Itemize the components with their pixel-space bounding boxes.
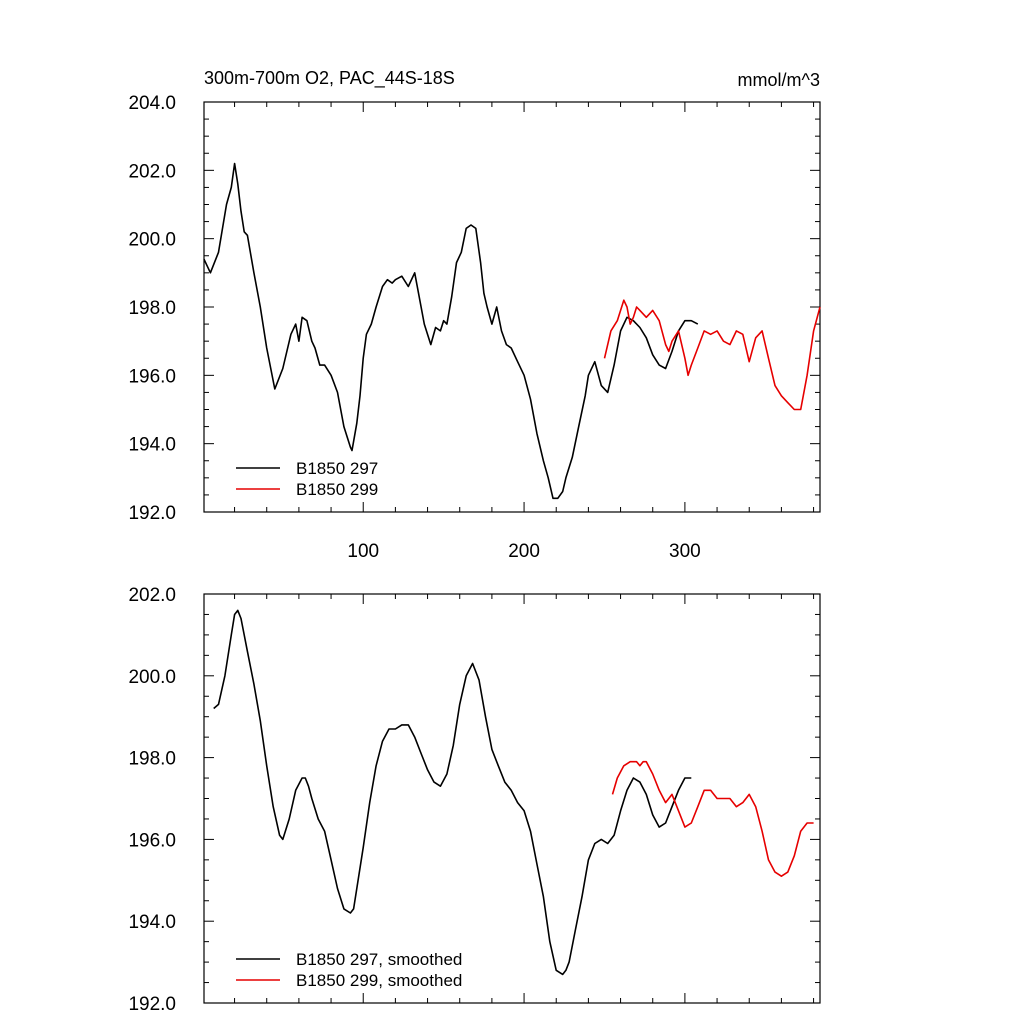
top-y-tick-label: 198.0 bbox=[128, 298, 176, 319]
units-label: mmol/m^3 bbox=[738, 70, 820, 90]
top-x-tick-label: 300 bbox=[669, 541, 701, 562]
top-x-tick-label: 200 bbox=[508, 541, 540, 562]
bottom-y-tick-label: 202.0 bbox=[128, 585, 176, 606]
bottom-y-tick-label: 192.0 bbox=[128, 994, 176, 1015]
top-y-tick-label: 196.0 bbox=[128, 366, 176, 387]
top-y-tick-label: 192.0 bbox=[128, 503, 176, 524]
bottom-y-tick-label: 200.0 bbox=[128, 667, 176, 688]
bottom-y-tick-label: 198.0 bbox=[128, 749, 176, 770]
top-panel-title: 300m-700m O2, PAC_44S-18S bbox=[204, 68, 455, 89]
bottom-y-tick-label: 196.0 bbox=[128, 830, 176, 851]
top-y-tick-label: 194.0 bbox=[128, 435, 176, 456]
top-series-line-1 bbox=[203, 162, 699, 500]
top-x-tick-label: 100 bbox=[347, 541, 379, 562]
top-legend-label-2: B1850 299 bbox=[296, 480, 378, 499]
top-y-tick-label: 200.0 bbox=[128, 230, 176, 251]
bottom-legend-label-2: B1850 299, smoothed bbox=[296, 971, 462, 990]
top-plot-frame bbox=[203, 101, 821, 513]
bottom-y-tick-label: 194.0 bbox=[128, 912, 176, 933]
bottom-panel: 192.0 194.0 196.0 198.0 200.0 202.0 B1850 297,… bbox=[128, 585, 821, 1015]
top-y-tick-label: 202.0 bbox=[128, 161, 176, 182]
top-legend-label-1: B1850 297 bbox=[296, 459, 378, 478]
bottom-series-line-2 bbox=[611, 760, 814, 878]
bottom-legend-label-1: B1850 297, smoothed bbox=[296, 950, 462, 969]
top-panel: 300m-700m O2, PAC_44S-18S mmol/m^3 192.0… bbox=[128, 68, 821, 562]
bottom-series-line-1 bbox=[213, 609, 692, 976]
top-y-tick-label: 204.0 bbox=[128, 93, 176, 114]
top-series-line-2 bbox=[603, 299, 821, 411]
